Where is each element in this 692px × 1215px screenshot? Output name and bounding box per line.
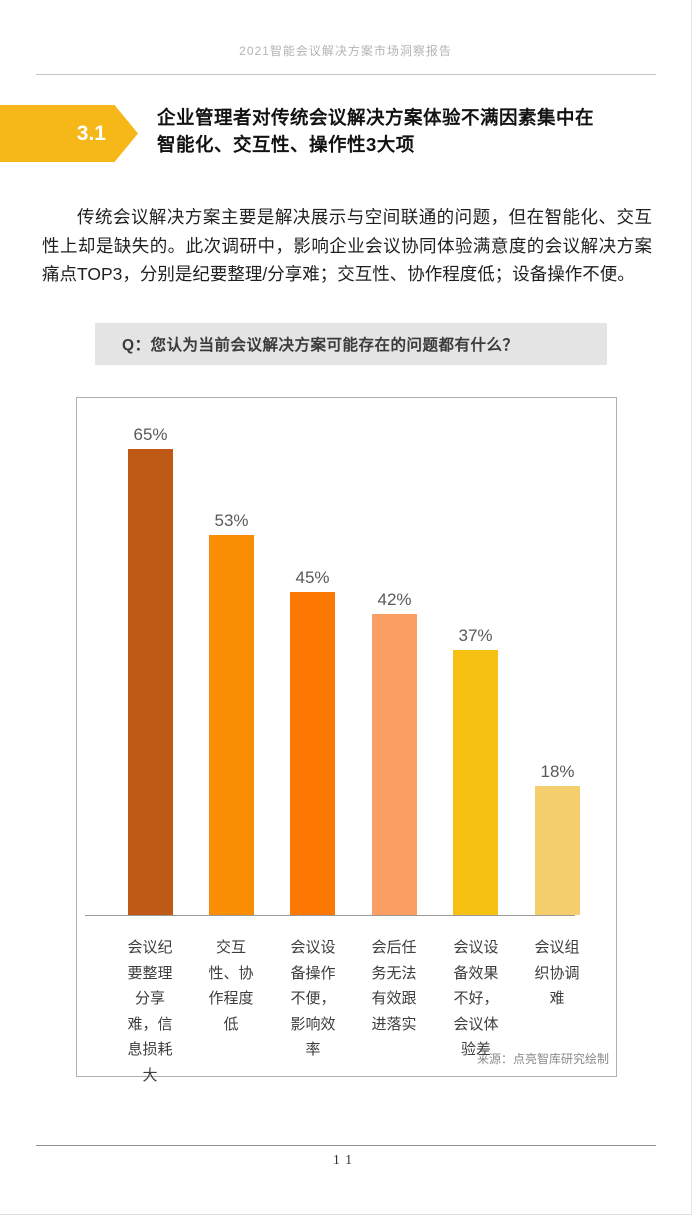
category-label: 交互性、协作程度低 bbox=[208, 939, 254, 1033]
footer-divider bbox=[36, 1145, 656, 1146]
bar bbox=[209, 535, 254, 915]
category-label: 会议组织协调难 bbox=[534, 939, 580, 1007]
body-paragraph: 传统会议解决方案主要是解决展示与空间联通的问题，但在智能化、交互性上却是缺失的。… bbox=[42, 207, 652, 284]
bar-group: 18% bbox=[535, 762, 580, 915]
category-label: 会议设备效果不好，会议体验差 bbox=[453, 939, 499, 1058]
chart-plot-area: 65% 53% 45% 42% 37% 18% bbox=[85, 398, 580, 915]
bar-value-label: 45% bbox=[295, 568, 330, 587]
section-title-line1: 企业管理者对传统会议解决方案体验不满因素集中在 bbox=[157, 107, 595, 128]
bar bbox=[128, 449, 173, 915]
bar-group: 53% bbox=[209, 511, 254, 915]
header-divider bbox=[36, 74, 656, 75]
chart-panel: 65% 53% 45% 42% 37% 18% 来源：点亮智库研究绘制 会议纪要整理分享难… bbox=[76, 397, 617, 1084]
x-axis-line bbox=[85, 915, 575, 916]
bar-group: 37% bbox=[453, 626, 498, 915]
bar-group: 65% bbox=[128, 425, 173, 915]
page-number: 11 bbox=[333, 1152, 358, 1167]
question-banner: Q：您认为当前会议解决方案可能存在的问题都有什么？ bbox=[95, 323, 607, 365]
section-title: 企业管理者对传统会议解决方案体验不满因素集中在 智能化、交互性、操作性3大项 bbox=[157, 104, 627, 158]
bar-value-label: 53% bbox=[214, 511, 249, 530]
category-label: 会后任务无法有效跟进落实 bbox=[371, 939, 417, 1033]
bar bbox=[453, 650, 498, 915]
bar-value-label: 18% bbox=[540, 762, 575, 781]
category-label: 会议纪要整理分享难，信息损耗大 bbox=[127, 939, 173, 1084]
section-number-badge: 3.1 bbox=[0, 105, 138, 162]
bar bbox=[290, 592, 335, 915]
bar bbox=[535, 786, 580, 915]
section-title-line2: 智能化、交互性、操作性3大项 bbox=[157, 134, 415, 155]
category-label: 会议设备操作不便，影响效率 bbox=[290, 939, 336, 1058]
bar-value-label: 37% bbox=[458, 626, 493, 645]
bar-group: 45% bbox=[290, 568, 335, 915]
question-banner-text: Q：您认为当前会议解决方案可能存在的问题都有什么？ bbox=[122, 337, 519, 354]
bar-group: 42% bbox=[372, 590, 417, 915]
report-header-title: 2021智能会议解决方案市场洞察报告 bbox=[239, 44, 452, 58]
bar bbox=[372, 614, 417, 915]
section-number-label: 3.1 bbox=[76, 121, 106, 145]
chart-source: 来源：点亮智库研究绘制 bbox=[476, 1052, 609, 1066]
bar-value-label: 65% bbox=[133, 425, 168, 444]
bar-value-label: 42% bbox=[377, 590, 412, 609]
